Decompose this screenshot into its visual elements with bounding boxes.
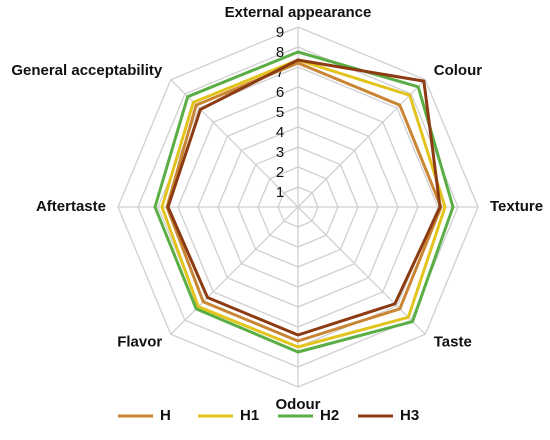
r-tick-label: 3: [276, 144, 284, 161]
series-line: [165, 61, 443, 343]
category-label: Flavor: [117, 334, 162, 351]
series-line: [166, 58, 442, 337]
r-tick-label: 9: [276, 24, 284, 41]
legend-label: H3: [400, 407, 419, 424]
r-tick-label: 7: [276, 64, 284, 81]
r-tick-label: 2: [276, 164, 284, 181]
category-label: Aftertaste: [36, 198, 106, 215]
r-tick-label: 8: [276, 44, 284, 61]
spoke: [297, 79, 426, 208]
r-tick-label: 1: [276, 184, 284, 201]
category-label: Taste: [434, 334, 472, 351]
legend-label: H2: [320, 407, 339, 424]
category-label: Colour: [434, 62, 482, 79]
series-line: [160, 58, 447, 349]
spoke: [170, 206, 299, 335]
r-tick-label: 4: [276, 124, 284, 141]
category-label: External appearance: [225, 4, 372, 21]
category-label: General acceptability: [11, 62, 163, 79]
spoke: [297, 206, 426, 335]
category-label: Odour: [276, 396, 321, 413]
r-tick-label: 6: [276, 84, 284, 101]
legend-label: H1: [240, 407, 259, 424]
r-tick-label: 5: [276, 104, 284, 121]
legend-label: H: [160, 407, 171, 424]
category-label: Texture: [490, 198, 543, 215]
spoke: [170, 79, 299, 208]
